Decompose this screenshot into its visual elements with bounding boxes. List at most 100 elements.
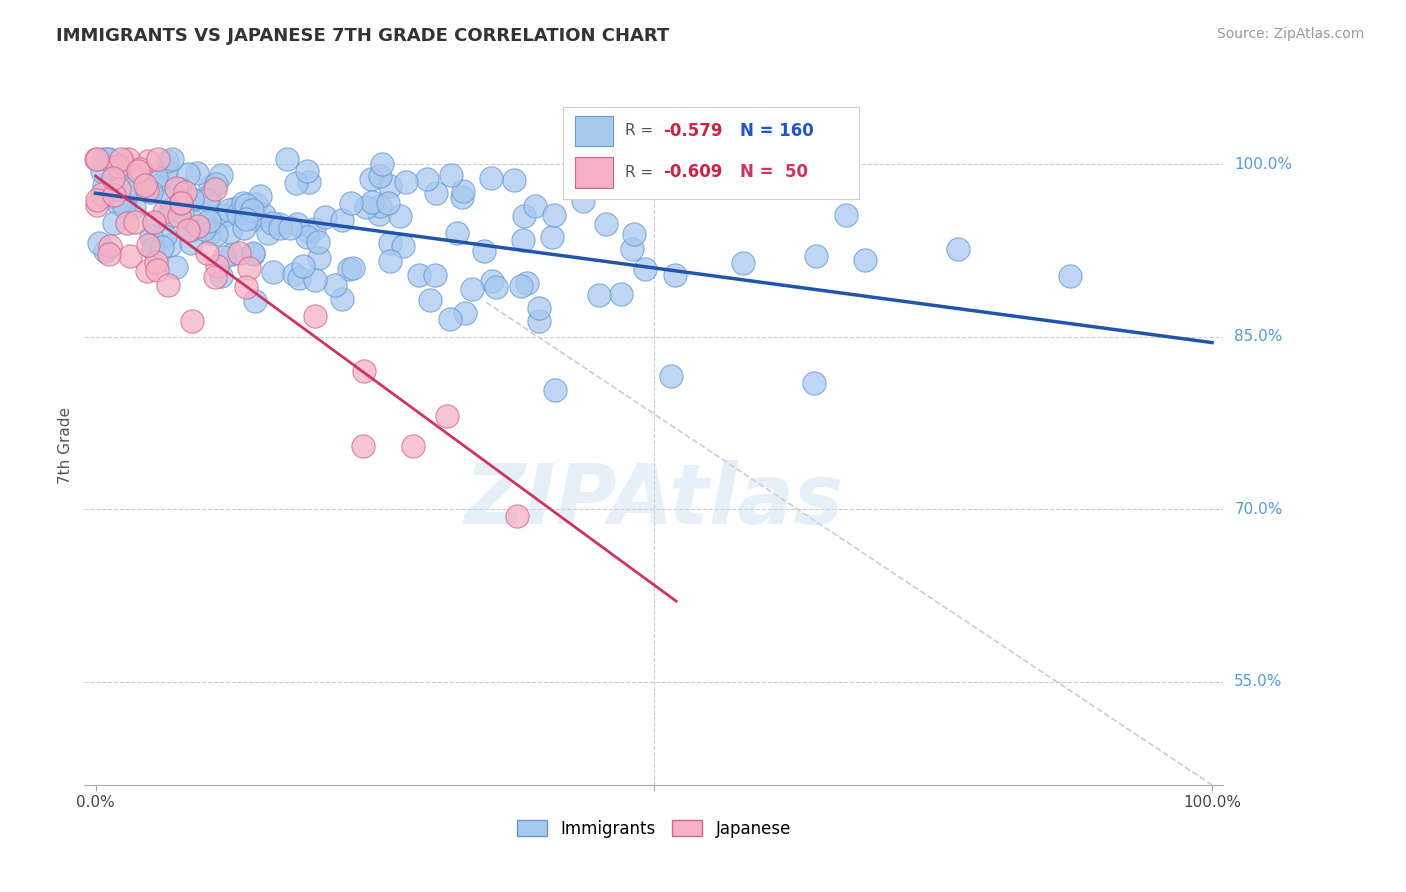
- Point: [118, 249, 141, 263]
- Text: 70.0%: 70.0%: [1234, 501, 1282, 516]
- Point: [186, 166, 208, 180]
- Point: [368, 169, 391, 183]
- Point: [302, 222, 325, 236]
- Point: [226, 207, 249, 221]
- Point: [368, 199, 391, 213]
- Point: [156, 162, 179, 177]
- Point: [214, 207, 236, 221]
- Point: [108, 182, 131, 196]
- Point: [120, 182, 142, 196]
- Text: R =: R =: [624, 164, 658, 179]
- Point: [503, 173, 526, 187]
- Point: [513, 209, 536, 223]
- Point: [356, 200, 378, 214]
- Point: [392, 239, 415, 253]
- Point: [97, 247, 120, 261]
- Point: [314, 210, 336, 224]
- Point: [295, 230, 318, 244]
- Point: [218, 203, 240, 218]
- Point: [295, 163, 318, 178]
- Point: [103, 170, 125, 185]
- Point: [436, 409, 458, 423]
- Point: [146, 152, 169, 166]
- Bar: [575, 157, 613, 187]
- Point: [93, 178, 115, 192]
- Point: [195, 193, 218, 207]
- Point: [110, 167, 132, 181]
- Point: [243, 294, 266, 309]
- Point: [139, 229, 162, 244]
- Point: [262, 265, 284, 279]
- Point: [527, 301, 550, 315]
- Point: [127, 169, 149, 184]
- Point: [90, 186, 112, 201]
- Point: [136, 238, 159, 252]
- Point: [159, 192, 181, 206]
- Point: [180, 236, 202, 251]
- Point: [225, 201, 247, 215]
- Point: [485, 280, 508, 294]
- Point: [733, 256, 755, 270]
- Bar: [575, 116, 613, 146]
- Text: N = 160: N = 160: [741, 122, 814, 140]
- Point: [479, 171, 502, 186]
- Point: [623, 227, 645, 241]
- Point: [509, 278, 531, 293]
- Point: [378, 236, 401, 251]
- Point: [664, 268, 686, 282]
- Point: [198, 188, 221, 202]
- Point: [180, 192, 202, 206]
- Point: [122, 200, 145, 214]
- Point: [352, 439, 374, 453]
- Point: [516, 276, 538, 290]
- Point: [361, 195, 384, 210]
- Point: [425, 186, 447, 200]
- Point: [153, 205, 176, 219]
- Text: ZIPAtlas: ZIPAtlas: [464, 459, 844, 541]
- Point: [371, 156, 394, 170]
- Point: [170, 195, 193, 210]
- Point: [187, 219, 209, 234]
- Point: [167, 209, 190, 223]
- Point: [269, 221, 291, 235]
- Point: [339, 261, 361, 276]
- Point: [245, 197, 267, 211]
- Point: [506, 509, 529, 524]
- Point: [454, 305, 477, 319]
- Point: [212, 250, 235, 264]
- Point: [240, 202, 263, 217]
- Text: R =: R =: [624, 123, 658, 138]
- Point: [389, 209, 412, 223]
- Point: [198, 179, 221, 194]
- Text: 85.0%: 85.0%: [1234, 329, 1282, 344]
- Point: [415, 172, 437, 186]
- Point: [150, 240, 173, 254]
- Point: [235, 212, 257, 227]
- Point: [238, 260, 260, 275]
- Point: [143, 214, 166, 228]
- Point: [304, 310, 326, 324]
- Point: [181, 213, 204, 227]
- Point: [419, 293, 441, 307]
- Point: [156, 211, 179, 226]
- Point: [481, 274, 503, 288]
- Point: [205, 259, 228, 273]
- Point: [228, 245, 250, 260]
- Point: [177, 223, 200, 237]
- Point: [153, 229, 176, 244]
- Point: [179, 223, 201, 237]
- Point: [232, 195, 254, 210]
- Point: [367, 207, 389, 221]
- Point: [180, 193, 202, 207]
- Point: [198, 214, 221, 228]
- Point: [595, 218, 617, 232]
- Point: [117, 152, 139, 166]
- Point: [114, 157, 136, 171]
- Point: [117, 216, 139, 230]
- Point: [127, 164, 149, 178]
- Text: N =  50: N = 50: [741, 163, 808, 181]
- Point: [145, 169, 167, 184]
- Point: [198, 227, 221, 241]
- Point: [243, 212, 266, 227]
- Point: [155, 172, 177, 186]
